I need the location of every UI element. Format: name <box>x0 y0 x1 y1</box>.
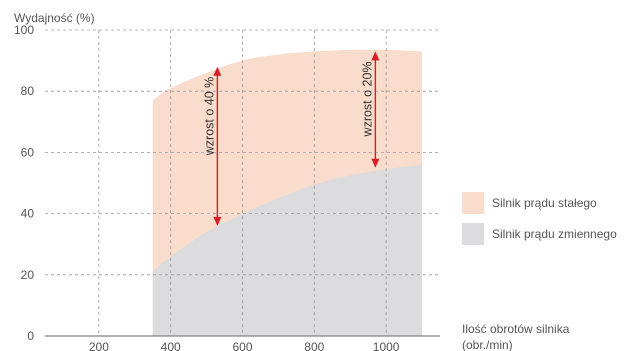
y-tick-label: 20 <box>21 268 35 282</box>
x-tick-label: 600 <box>232 340 252 351</box>
y-tick-label: 0 <box>27 329 34 343</box>
x-tick-label: 1000 <box>373 340 400 351</box>
legend-swatch-ac <box>462 223 484 245</box>
x-axis-label-line1: Ilość obrotów silnika <box>462 322 570 336</box>
annotation-label-1: wzrost o 20% <box>360 61 374 137</box>
legend: Silnik prądu stałego Silnik prądu zmienn… <box>462 192 617 245</box>
series-area-1 <box>152 164 423 336</box>
grid-lines <box>45 29 440 336</box>
annotation-arrowhead-down <box>213 216 222 226</box>
annotation-arrowhead-down <box>371 158 380 168</box>
y-tick-label: 60 <box>21 145 35 159</box>
y-axis-label: Wydajność (%) <box>14 11 95 25</box>
tick-labels: 0 20 40 60 80 100 200 400 600 800 1000 <box>14 23 400 351</box>
annotation-arrowhead-up <box>213 66 222 76</box>
annotation-label-0: wzrost o 40 % <box>202 77 216 157</box>
x-tick-label: 200 <box>89 340 109 351</box>
series-areas <box>152 49 423 336</box>
legend-label-dc: Silnik prądu stałego <box>492 196 597 210</box>
y-tick-label: 40 <box>21 207 35 221</box>
annotations: wzrost o 40 % wzrost o 20% <box>202 51 380 226</box>
x-axis-label-line2: (obr./min) <box>462 338 513 351</box>
legend-label-ac: Silnik prądu zmiennego <box>492 227 617 241</box>
y-tick-label: 100 <box>14 23 34 37</box>
x-tick-label: 800 <box>304 340 324 351</box>
annotation-arrowhead-up <box>371 51 380 61</box>
legend-swatch-dc <box>462 192 484 214</box>
x-tick-label: 400 <box>161 340 181 351</box>
y-tick-label: 80 <box>21 84 35 98</box>
